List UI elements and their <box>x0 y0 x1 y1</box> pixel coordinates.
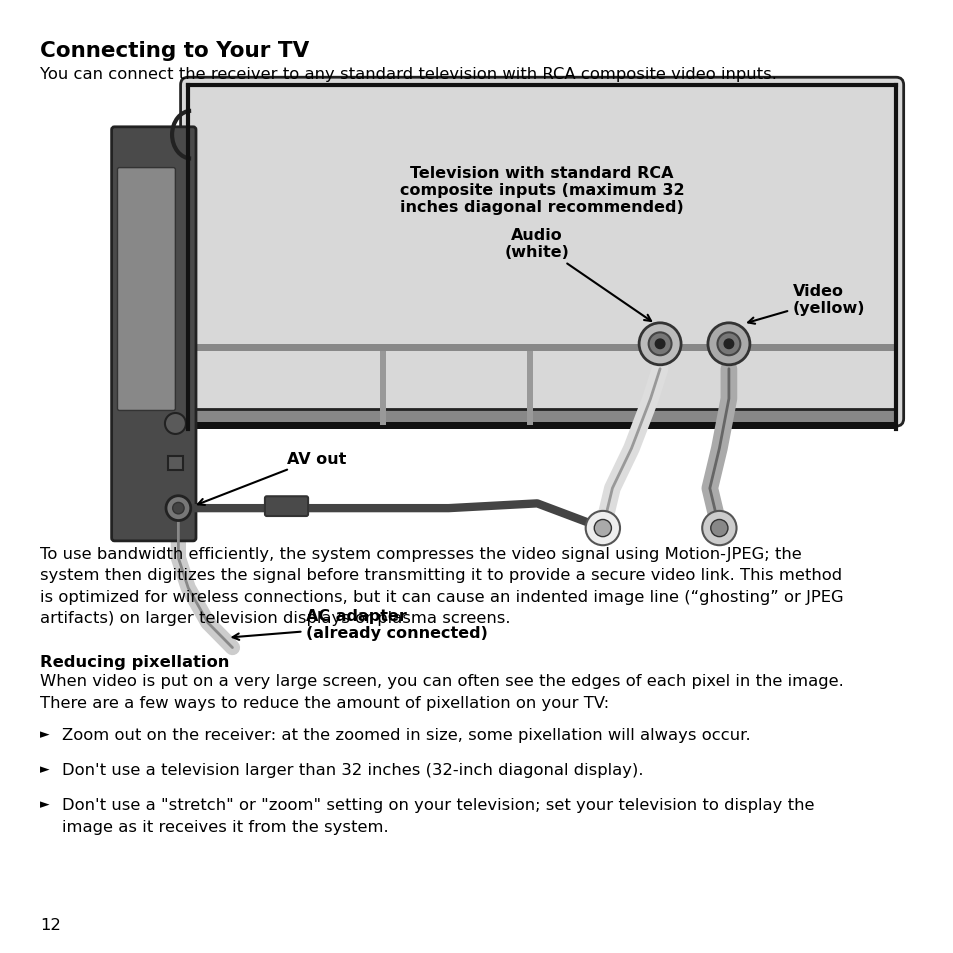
Text: ►: ► <box>40 727 50 740</box>
Text: ►: ► <box>40 762 50 776</box>
Circle shape <box>639 323 680 365</box>
Text: ►: ► <box>40 798 50 811</box>
Circle shape <box>648 333 671 355</box>
FancyBboxPatch shape <box>117 169 175 411</box>
Circle shape <box>701 512 736 546</box>
Text: AV out: AV out <box>197 452 346 505</box>
Text: Don't use a "stretch" or "zoom" setting on your television; set your television : Don't use a "stretch" or "zoom" setting … <box>62 798 814 834</box>
Text: Don't use a television larger than 32 inches (32-inch diagonal display).: Don't use a television larger than 32 in… <box>62 762 643 778</box>
Circle shape <box>707 323 749 365</box>
Circle shape <box>166 497 191 521</box>
Text: Audio
(white): Audio (white) <box>504 228 651 322</box>
FancyBboxPatch shape <box>112 128 195 541</box>
Bar <box>379 352 385 426</box>
Text: Connecting to Your TV: Connecting to Your TV <box>40 41 309 61</box>
Circle shape <box>655 339 664 349</box>
Text: To use bandwidth efficiently, the system compresses the video signal using Motio: To use bandwidth efficiently, the system… <box>40 546 842 626</box>
Text: Television with standard RCA
composite inputs (maximum 32
inches diagonal recomm: Television with standard RCA composite i… <box>399 166 683 215</box>
Circle shape <box>717 333 740 355</box>
Bar <box>188 423 895 430</box>
Bar <box>188 409 895 426</box>
Bar <box>527 352 533 426</box>
Circle shape <box>723 339 733 349</box>
Text: Zoom out on the receiver: at the zoomed in size, some pixellation will always oc: Zoom out on the receiver: at the zoomed … <box>62 727 750 742</box>
Circle shape <box>165 414 186 435</box>
Circle shape <box>710 520 727 537</box>
Bar <box>168 456 183 471</box>
Text: AC adapter
(already connected): AC adapter (already connected) <box>233 608 488 640</box>
Text: Reducing pixellation: Reducing pixellation <box>40 655 230 670</box>
Circle shape <box>594 520 611 537</box>
Text: Video
(yellow): Video (yellow) <box>747 283 864 324</box>
Text: When video is put on a very large screen, you can often see the edges of each pi: When video is put on a very large screen… <box>40 674 843 710</box>
Circle shape <box>172 503 184 515</box>
Bar <box>188 344 895 352</box>
Text: You can connect the receiver to any standard television with RCA composite video: You can connect the receiver to any stan… <box>40 67 776 82</box>
Text: 12: 12 <box>40 917 61 932</box>
FancyBboxPatch shape <box>265 497 308 517</box>
FancyBboxPatch shape <box>180 78 902 427</box>
Circle shape <box>585 512 619 546</box>
